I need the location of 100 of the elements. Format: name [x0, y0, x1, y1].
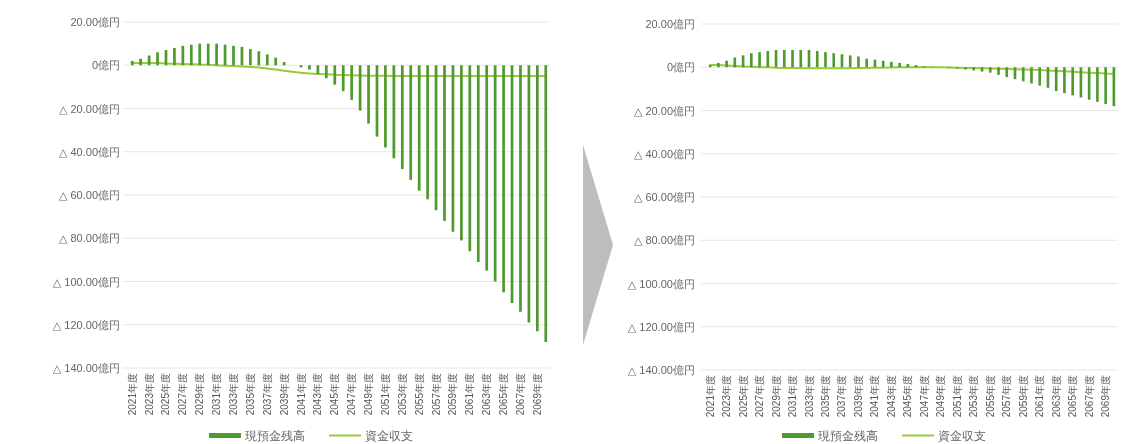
- bar: [815, 51, 819, 68]
- x-tick-label: 2031年度: [787, 375, 799, 418]
- bar: [468, 65, 472, 252]
- y-tick-label: 20.00億円: [645, 18, 695, 30]
- bar: [249, 49, 252, 66]
- x-tick-label: 2067年度: [514, 373, 526, 416]
- bar: [1005, 67, 1009, 77]
- bar: [215, 43, 218, 66]
- x-tick-label: 2029年度: [194, 373, 206, 416]
- x-tick-label: 2049年度: [363, 373, 375, 416]
- x-tick-label: 2057年度: [1001, 375, 1013, 418]
- x-tick-label: 2065年度: [498, 373, 510, 416]
- x-tick-label: 2023年度: [721, 375, 733, 418]
- bar: [898, 62, 901, 68]
- bar: [476, 65, 480, 263]
- x-tick-label: 2053年度: [968, 375, 980, 418]
- bar: [460, 65, 463, 241]
- bar: [350, 65, 354, 100]
- bar: [1104, 67, 1107, 105]
- x-tick-label: 2057年度: [430, 373, 442, 416]
- y-tick-label: △ 40.00億円: [58, 145, 120, 158]
- bar: [782, 49, 786, 68]
- y-tick-label: △ 80.00億円: [58, 232, 120, 245]
- bar: [766, 51, 770, 68]
- line-series: [131, 62, 547, 78]
- x-tick-label: 2063年度: [1050, 375, 1062, 418]
- legend-label: 現預金残高: [818, 429, 878, 443]
- x-tick-label: 2047年度: [346, 373, 358, 416]
- y-tick-label: △ 60.00億円: [633, 191, 695, 203]
- bar: [274, 57, 278, 66]
- x-tick-label: 2045年度: [902, 375, 914, 418]
- x-tick-label: 2045年度: [329, 373, 341, 416]
- bar: [333, 65, 337, 85]
- bar: [857, 56, 860, 68]
- x-tick-label: 2035年度: [244, 373, 256, 416]
- x-tick-label: 2029年度: [770, 375, 782, 418]
- line-series: [709, 64, 1115, 75]
- x-tick-label: 2051年度: [951, 375, 963, 418]
- y-tick-label: △ 140.00億円: [627, 364, 695, 376]
- y-tick-label: 0億円: [666, 61, 695, 74]
- x-tick-label: 2051年度: [379, 373, 391, 416]
- bar: [980, 67, 984, 72]
- x-tick-label: 2027年度: [177, 373, 189, 416]
- bar: [964, 67, 967, 70]
- bar: [232, 45, 235, 66]
- x-tick-label: 2023年度: [143, 373, 155, 416]
- x-tick-label: 2041年度: [295, 373, 307, 416]
- legend-label: 資金収支: [938, 429, 986, 443]
- bar: [725, 60, 728, 68]
- x-tick-label: 2043年度: [885, 375, 897, 418]
- x-tick-label: 2069年度: [531, 373, 543, 416]
- bar: [791, 49, 794, 68]
- bar: [173, 47, 176, 66]
- bar: [308, 65, 311, 70]
- x-tick-label: 2035年度: [819, 375, 831, 418]
- bar: [750, 53, 753, 68]
- x-tick-label: 2047年度: [918, 375, 930, 418]
- x-tick-label: 2059年度: [1017, 375, 1029, 418]
- bar: [130, 60, 134, 66]
- bar: [426, 65, 429, 200]
- bar: [384, 65, 387, 148]
- x-tick-label: 2039年度: [852, 375, 864, 418]
- x-tick-label: 2049年度: [935, 375, 947, 418]
- x-tick-label: 2055年度: [413, 373, 425, 416]
- bar: [799, 49, 803, 68]
- bar: [1063, 67, 1066, 94]
- bar: [832, 53, 836, 68]
- x-tick-label: 2037年度: [836, 375, 848, 418]
- y-tick-label: △ 80.00億円: [633, 234, 695, 247]
- x-tick-label: 2055年度: [984, 375, 996, 418]
- x-tick-label: 2061年度: [464, 373, 476, 416]
- x-tick-label: 2059年度: [447, 373, 459, 416]
- y-tick-label: △ 20.00億円: [58, 102, 120, 115]
- bar: [485, 65, 489, 271]
- bar: [997, 67, 1000, 75]
- x-tick-label: 2061年度: [1034, 375, 1046, 418]
- x-tick-label: 2033年度: [228, 373, 239, 416]
- bar: [717, 62, 720, 68]
- bar: [1096, 67, 1099, 102]
- bar: [519, 65, 522, 312]
- legend-label: 現預金残高: [245, 429, 305, 443]
- bar: [257, 51, 261, 66]
- bar: [1030, 67, 1033, 84]
- bar: [417, 65, 421, 191]
- bar: [265, 54, 269, 66]
- y-tick-label: △ 60.00億円: [58, 189, 120, 201]
- y-tick-label: 20.00億円: [70, 16, 120, 28]
- bar: [198, 43, 202, 66]
- bar: [139, 58, 143, 66]
- x-tick-label: 2067年度: [1083, 375, 1095, 418]
- y-tick-label: △ 40.00億円: [633, 147, 695, 160]
- bar: [890, 61, 893, 68]
- x-tick-label: 2025年度: [160, 373, 172, 416]
- x-tick-label: 2063年度: [481, 373, 493, 416]
- bar: [848, 55, 852, 68]
- bar: [341, 65, 345, 92]
- y-tick-label: △ 100.00億円: [627, 277, 695, 290]
- bar: [189, 44, 193, 66]
- y-tick-label: △ 140.00億円: [52, 362, 120, 374]
- bar: [535, 65, 539, 332]
